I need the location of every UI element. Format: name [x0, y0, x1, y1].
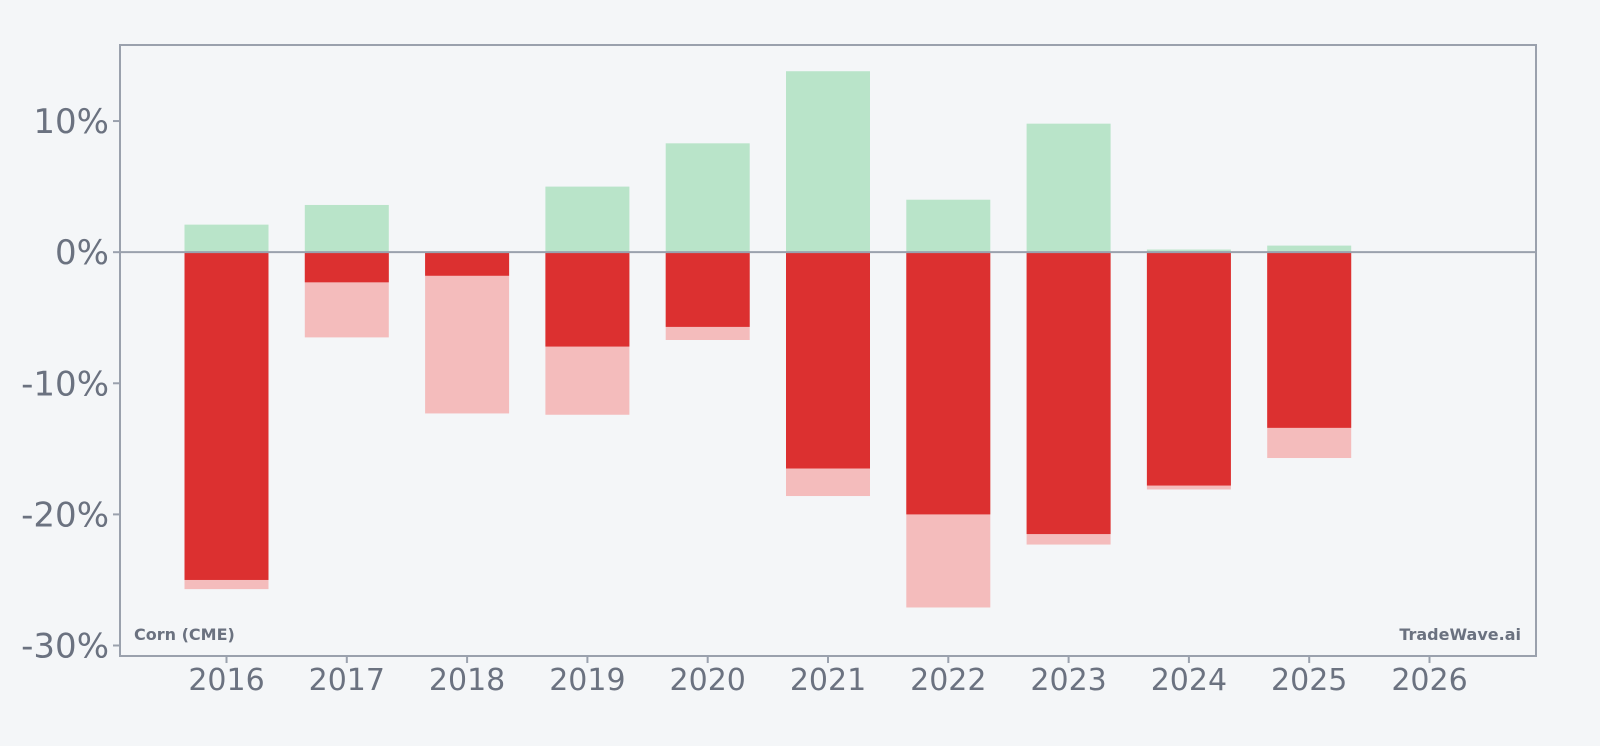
bar-loss-2021 — [786, 252, 870, 469]
brand-watermark: TradeWave.ai — [1399, 625, 1521, 644]
bars-layer — [184, 71, 1352, 608]
asset-label: Corn (CME) — [134, 625, 235, 644]
bar-loss-2019 — [545, 252, 630, 347]
bar-gain-2016 — [184, 224, 269, 253]
bar-loss-2022 — [906, 252, 991, 515]
bar-loss-2018 — [425, 252, 510, 276]
bar-gain-2023 — [1026, 123, 1111, 253]
bar-loss-2016 — [184, 252, 269, 580]
y-tick-label: 10% — [33, 102, 109, 142]
bar-gain-2024 — [1146, 249, 1231, 253]
x-tick-label: 2023 — [1030, 663, 1106, 698]
bar-loss-2025 — [1267, 252, 1352, 428]
bar-gain-2025 — [1267, 245, 1352, 253]
bar-gain-2020 — [665, 143, 750, 253]
y-tick-label: -20% — [21, 495, 109, 535]
bar-loss-2017 — [304, 252, 389, 283]
x-tick-label: 2016 — [188, 663, 264, 698]
x-tick-label: 2019 — [549, 663, 625, 698]
y-tick-label: -30% — [21, 627, 109, 667]
x-tick-label: 2017 — [309, 663, 385, 698]
bar-loss-2023 — [1026, 252, 1111, 535]
bar-gain-2017 — [304, 204, 389, 253]
x-tick-label: 2025 — [1271, 663, 1347, 698]
y-tick-label: -10% — [21, 364, 109, 404]
bar-gain-2022 — [906, 199, 991, 253]
y-tick-label: 0% — [55, 233, 109, 273]
x-tick-label: 2018 — [429, 663, 505, 698]
bar-loss-extent-2018 — [425, 252, 510, 414]
bar-gain-2019 — [545, 186, 630, 253]
bar-gain-2021 — [786, 71, 870, 253]
x-tick-label: 2021 — [790, 663, 866, 698]
x-tick-label: 2024 — [1151, 663, 1227, 698]
x-tick-label: 2022 — [910, 663, 986, 698]
bar-loss-2020 — [665, 252, 750, 327]
x-axis: 2016 2017 2018 2019 2020 2021 2022 2023 2024 2025… — [188, 656, 1468, 698]
x-tick-label: 2020 — [670, 663, 746, 698]
y-axis: 10% 0% -10% -20% -30% — [21, 102, 120, 667]
bar-loss-2024 — [1146, 252, 1231, 486]
x-tick-label: 2026 — [1391, 663, 1467, 698]
